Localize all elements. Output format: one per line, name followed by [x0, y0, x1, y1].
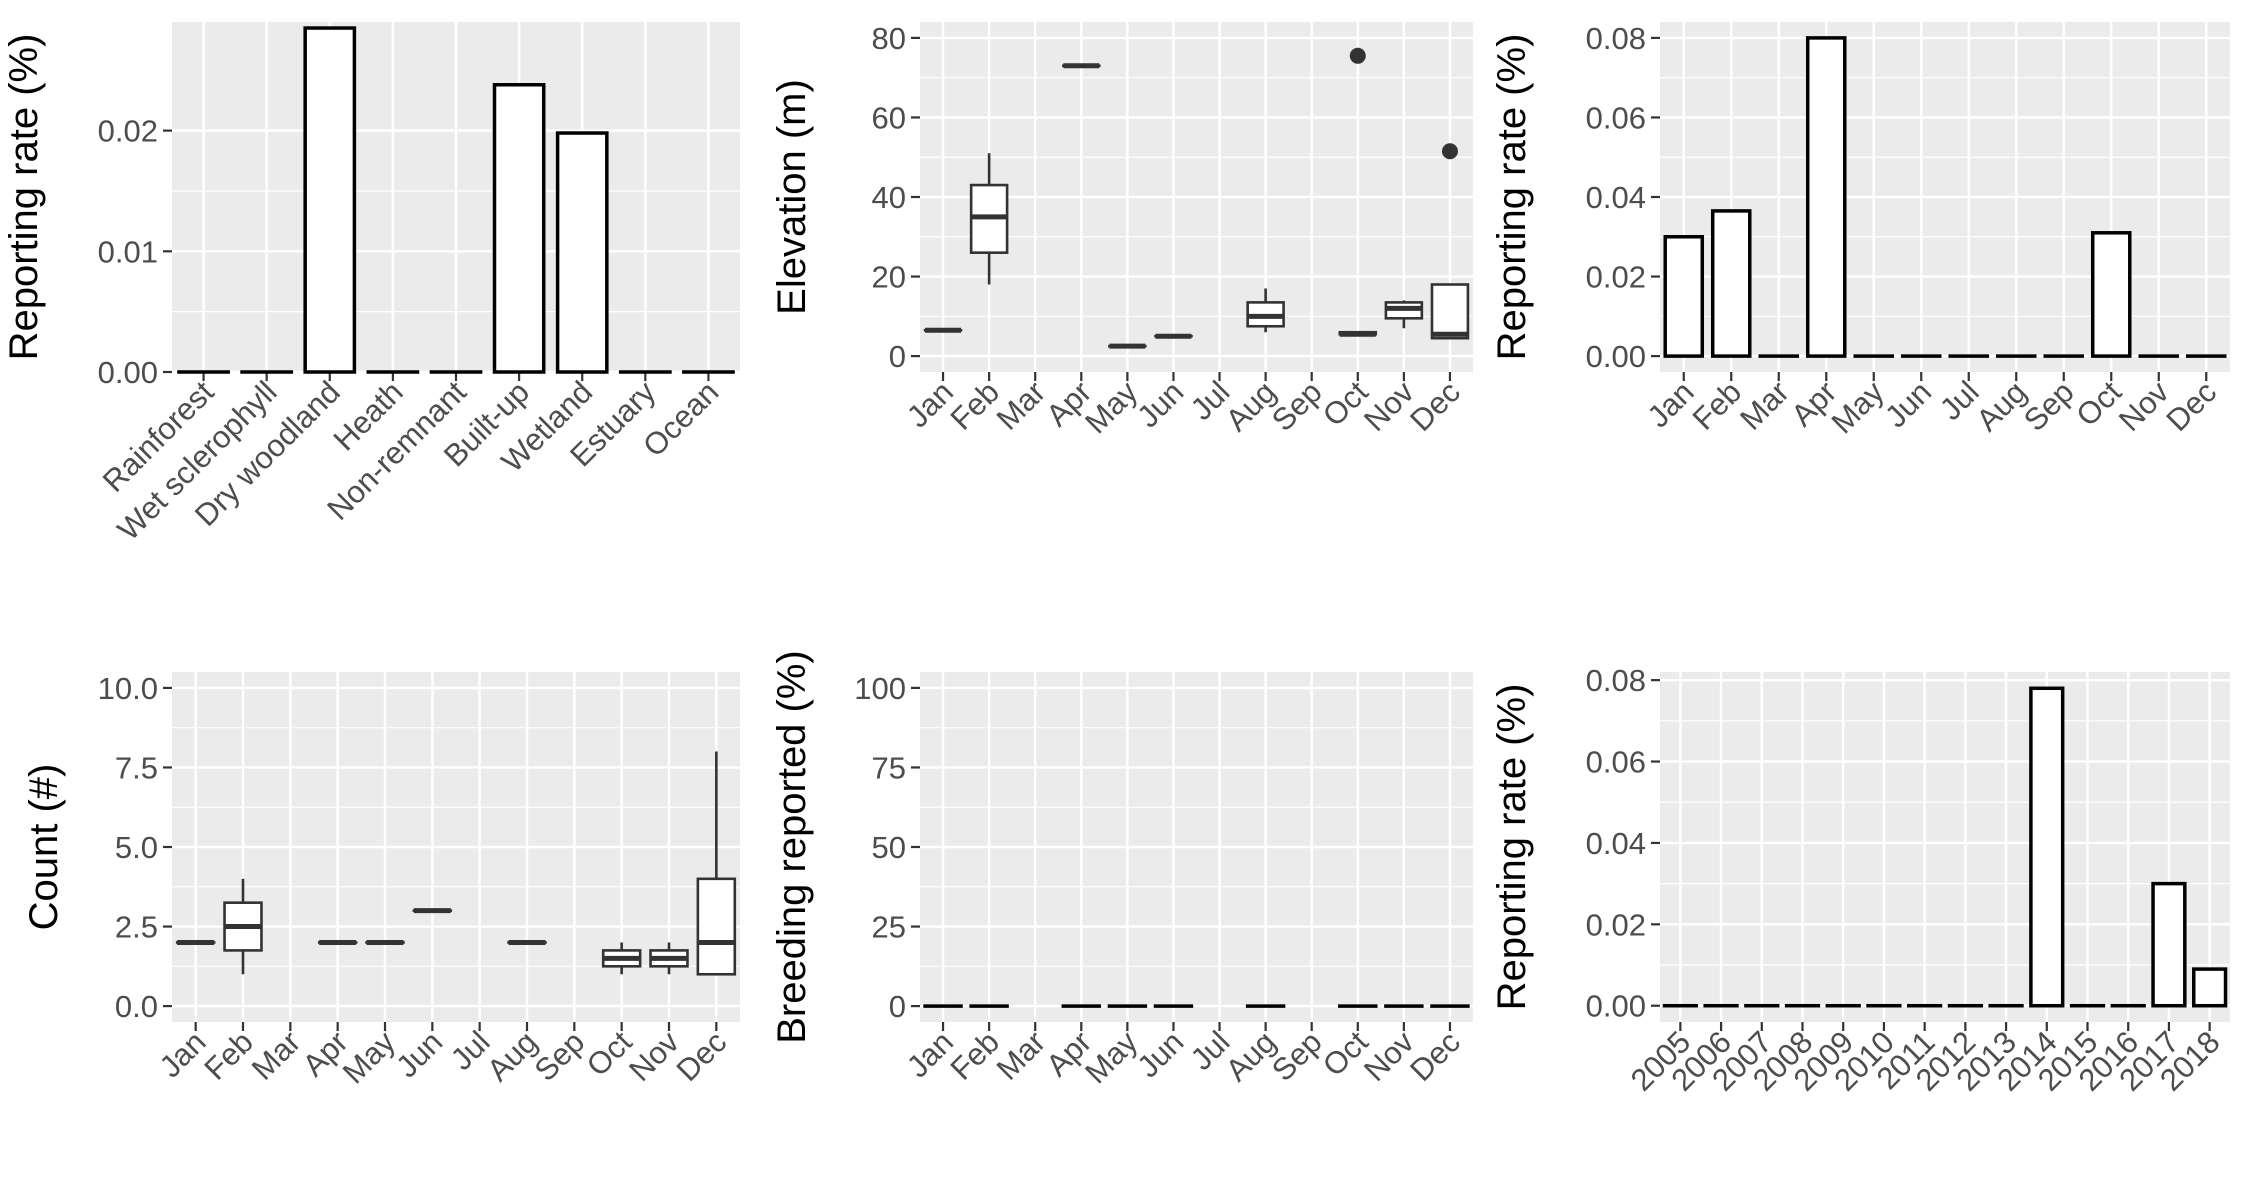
panel-elevation: 020406080JanFebMarAprMayJunJulAugSepOctN…	[770, 21, 1473, 440]
box-dec	[1430, 283, 1470, 340]
y-tick-label: 80	[872, 21, 906, 56]
y-tick-label: 0.08	[1586, 663, 1646, 698]
y-axis-title: Reporting rate (%)	[1490, 34, 1534, 361]
y-tick-label: 20	[872, 260, 906, 295]
bar-2017	[2151, 881, 2187, 1008]
y-axis-title: Reporting rate (%)	[2, 34, 46, 361]
y-tick-label: 2.5	[115, 910, 158, 945]
panel-breeding: 0255075100JanFebMarAprMayJunJulAugSepOct…	[770, 650, 1473, 1090]
panel-count: 0.02.55.07.510.0JanFebMarAprMayJunJulAug…	[22, 671, 740, 1090]
y-tick-label: 0.00	[1586, 989, 1646, 1024]
bar-oct	[2090, 231, 2132, 358]
box-dec	[696, 877, 737, 976]
panel-monthly-rate: 0.000.020.040.060.08JanFebMarAprMayJunJu…	[1490, 21, 2230, 440]
y-tick-label: 10.0	[98, 671, 158, 706]
y-tick-label: 5.0	[115, 830, 158, 865]
y-tick-label: 0.08	[1586, 21, 1646, 56]
y-tick-label: 0.01	[98, 234, 158, 269]
x-tick-label-dec: Dec	[1403, 374, 1467, 438]
y-tick-label: 0.02	[1586, 907, 1646, 942]
y-axis-title: Count (#)	[22, 764, 66, 931]
panel-background	[1660, 672, 2230, 1022]
y-tick-label: 0.0	[115, 989, 158, 1024]
x-tick-label-jan: Jan	[153, 1024, 213, 1084]
y-tick-label: 0.00	[98, 355, 158, 390]
y-tick-label: 0.00	[1586, 339, 1646, 374]
bar-wetland	[555, 131, 609, 374]
x-tick-label-jun: Jun	[389, 1024, 449, 1084]
bar-2014	[2029, 686, 2065, 1008]
x-tick-label-jan: Jan	[1641, 374, 1701, 434]
bar-jan	[1663, 235, 1705, 358]
y-tick-label: 0	[889, 339, 906, 374]
outlier-oct	[1349, 47, 1366, 64]
panel-yearly-rate: 0.000.020.040.060.0820052006200720082009…	[1490, 663, 2230, 1098]
y-tick-label: 7.5	[115, 750, 158, 785]
x-tick-label-jun: Jun	[1878, 374, 1938, 434]
bar-built-up	[492, 83, 546, 374]
bar-dry-woodland	[303, 26, 357, 374]
bar-feb	[1710, 209, 1752, 358]
x-tick-label-jun: Jun	[1130, 1024, 1190, 1084]
y-tick-label: 25	[872, 910, 906, 945]
y-tick-label: 50	[872, 830, 906, 865]
y-tick-label: 40	[872, 180, 906, 215]
outlier-dec	[1441, 143, 1458, 160]
y-tick-label: 100	[854, 671, 906, 706]
y-tick-label: 75	[872, 750, 906, 785]
y-tick-label: 0.02	[98, 114, 158, 149]
y-tick-label: 60	[872, 100, 906, 135]
x-tick-label-dec: Dec	[2159, 374, 2223, 438]
bar-apr	[1805, 36, 1847, 358]
x-tick-label-oct: Oct	[2069, 374, 2128, 433]
x-tick-label-jun: Jun	[1130, 374, 1190, 434]
y-axis-title: Elevation (m)	[770, 79, 814, 315]
x-tick-label-oct: Oct	[580, 1024, 639, 1083]
y-tick-label: 0	[889, 989, 906, 1024]
x-tick-label-dec: Dec	[670, 1024, 734, 1088]
y-axis-title: Reporting rate (%)	[1490, 684, 1534, 1011]
y-tick-label: 0.06	[1586, 745, 1646, 780]
y-tick-label: 0.06	[1586, 100, 1646, 135]
x-tick-label-dec: Dec	[1403, 1024, 1467, 1088]
y-tick-label: 0.04	[1586, 826, 1646, 861]
y-tick-label: 0.04	[1586, 180, 1646, 215]
bar-2018	[2192, 967, 2228, 1008]
y-tick-label: 0.02	[1586, 260, 1646, 295]
y-axis-title: Breeding reported (%)	[770, 650, 814, 1044]
